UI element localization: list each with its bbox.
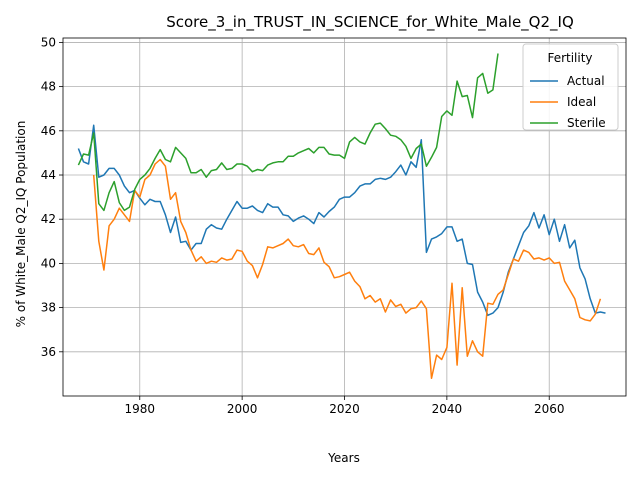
series-line-sterile — [77, 53, 499, 212]
legend-title: Fertility — [547, 51, 592, 65]
series-line-ideal — [92, 158, 602, 380]
y-tick-label: 42 — [41, 212, 56, 226]
legend: Fertility Actual Ideal Sterile — [522, 43, 619, 131]
legend-label-ideal: Ideal — [567, 95, 596, 109]
x-tick-label: 2060 — [534, 402, 565, 416]
y-tick-label: 48 — [41, 80, 56, 94]
series-layer — [77, 53, 606, 380]
legend-label-actual: Actual — [567, 74, 605, 88]
y-tick-label: 38 — [41, 301, 56, 315]
x-tick-label: 2000 — [227, 402, 258, 416]
x-tick-label: 1980 — [124, 402, 155, 416]
x-axis-label: Years — [327, 451, 360, 465]
x-tick-label: 2040 — [432, 402, 463, 416]
chart-title: Score_3_in_TRUST_IN_SCIENCE_for_White_Ma… — [166, 13, 574, 32]
y-tick-label: 40 — [41, 256, 56, 270]
y-tick-label: 50 — [41, 35, 56, 49]
y-axis: 36 38 40 42 44 46 48 50 — [41, 35, 63, 359]
x-tick-label: 2020 — [329, 402, 360, 416]
y-tick-label: 46 — [41, 124, 56, 138]
series-line-actual — [77, 124, 606, 317]
x-axis: 1980 2000 2020 2040 2060 — [124, 396, 565, 416]
y-tick-label: 36 — [41, 345, 56, 359]
legend-label-sterile: Sterile — [567, 116, 606, 130]
y-tick-label: 44 — [41, 168, 56, 182]
legend-box — [522, 43, 619, 131]
y-axis-label: % of White_Male Q2_IQ Population — [14, 121, 28, 328]
grid — [63, 38, 626, 396]
